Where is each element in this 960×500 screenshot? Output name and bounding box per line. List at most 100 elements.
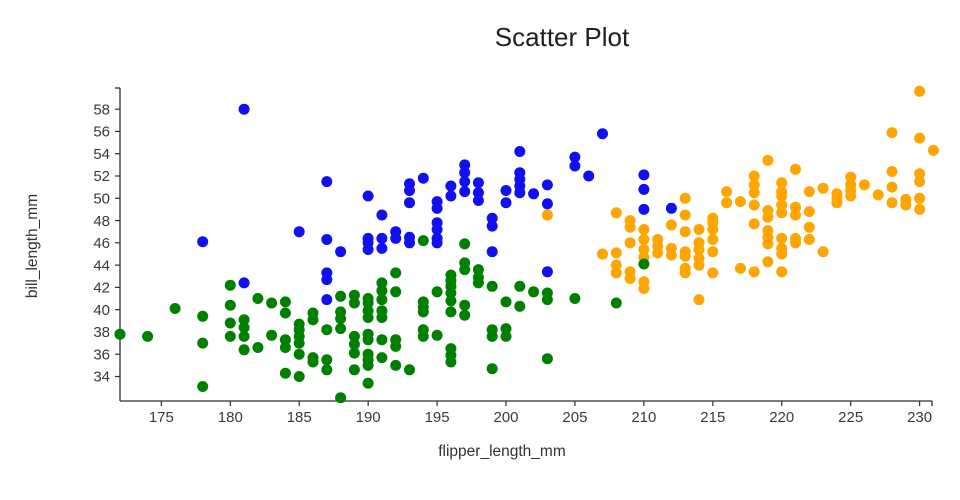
data-point-green: [500, 323, 512, 335]
data-point-orange: [776, 248, 788, 260]
chart-title: Scatter Plot: [494, 22, 630, 52]
data-point-green: [321, 324, 333, 336]
data-point-orange: [803, 186, 815, 198]
data-point-orange: [748, 179, 760, 191]
x-tick-label: 190: [356, 409, 381, 426]
data-point-green: [307, 356, 319, 368]
y-tick-label: 42: [93, 280, 110, 297]
data-point-orange: [610, 247, 622, 259]
data-point-orange: [790, 237, 801, 249]
data-point-blue: [321, 294, 333, 306]
data-point-blue: [500, 185, 512, 196]
data-point-blue: [321, 274, 333, 286]
data-point-green: [541, 294, 553, 306]
data-point-green: [321, 354, 333, 366]
data-point-green: [500, 296, 512, 308]
data-point-blue: [390, 232, 402, 244]
data-point-blue: [638, 183, 650, 195]
data-point-blue: [321, 176, 333, 188]
data-point-orange: [790, 163, 801, 175]
data-point-green: [390, 267, 402, 279]
y-tick-label: 52: [93, 168, 110, 185]
y-tick-label: 36: [93, 346, 110, 363]
data-point-green: [445, 356, 457, 368]
data-point-orange: [652, 247, 664, 259]
data-point-blue: [197, 236, 209, 248]
data-point-green: [348, 347, 360, 359]
data-point-orange: [734, 196, 746, 208]
x-tick-label: 185: [287, 409, 312, 426]
data-point-orange: [831, 197, 843, 209]
data-point-blue: [541, 179, 553, 191]
data-point-green: [472, 277, 484, 289]
data-point-green: [266, 329, 278, 341]
data-point-green: [528, 286, 540, 298]
data-point-orange: [679, 192, 691, 204]
data-point-blue: [486, 212, 498, 224]
y-tick-label: 38: [93, 324, 110, 341]
data-point-green: [376, 352, 388, 364]
y-tick-label: 58: [93, 101, 110, 118]
data-point-green: [224, 299, 236, 311]
data-point-green: [486, 363, 498, 375]
data-point-green: [348, 289, 360, 301]
data-point-green: [376, 285, 388, 297]
data-point-orange: [624, 237, 636, 249]
data-point-blue: [362, 244, 374, 255]
data-point-green: [169, 303, 181, 314]
data-point-green: [293, 348, 305, 360]
data-point-orange: [665, 249, 677, 261]
data-point-blue: [404, 197, 415, 209]
data-point-orange: [638, 224, 650, 235]
data-point-green: [376, 312, 388, 323]
data-point-green: [486, 280, 498, 292]
data-point-green: [362, 312, 374, 323]
data-point-orange: [762, 256, 774, 268]
data-point-blue: [238, 103, 250, 115]
data-point-green: [417, 306, 429, 318]
data-point-orange: [914, 168, 926, 180]
data-point-orange: [679, 250, 691, 262]
data-point-green: [335, 392, 347, 404]
data-point-blue: [445, 180, 457, 192]
data-point-green: [266, 297, 278, 309]
data-point-blue: [376, 209, 388, 221]
data-point-blue: [376, 242, 388, 254]
data-point-green: [390, 359, 402, 371]
data-point-orange: [624, 273, 636, 284]
data-point-orange: [845, 171, 857, 183]
data-point-blue: [376, 232, 388, 244]
data-point-green: [459, 309, 471, 321]
data-point-blue: [569, 151, 581, 163]
data-point-orange: [638, 283, 650, 294]
data-point-blue: [514, 187, 526, 199]
data-point-orange: [886, 166, 898, 177]
data-point-blue: [638, 169, 650, 181]
data-point-green: [114, 328, 126, 340]
data-point-green: [238, 330, 250, 342]
data-point-green: [348, 297, 360, 309]
data-point-blue: [597, 128, 608, 140]
data-point-orange: [776, 177, 788, 189]
data-point-blue: [665, 202, 677, 214]
data-point-orange: [776, 232, 788, 244]
data-point-blue: [486, 246, 498, 258]
data-point-green: [486, 330, 498, 342]
data-point-orange: [638, 244, 650, 255]
data-point-green: [142, 330, 154, 342]
data-point-green: [224, 330, 236, 342]
data-point-orange: [624, 221, 636, 233]
data-point-green: [335, 323, 347, 335]
data-point-blue: [238, 277, 250, 289]
data-point-green: [252, 342, 264, 353]
data-point-green: [348, 338, 360, 350]
data-point-blue: [417, 172, 429, 184]
data-point-green: [459, 238, 471, 250]
data-point-orange: [776, 207, 788, 219]
data-point-blue: [431, 224, 443, 235]
data-point-orange: [803, 206, 815, 218]
data-point-orange: [707, 234, 719, 245]
data-point-orange: [762, 154, 774, 166]
data-point-green: [417, 235, 429, 247]
